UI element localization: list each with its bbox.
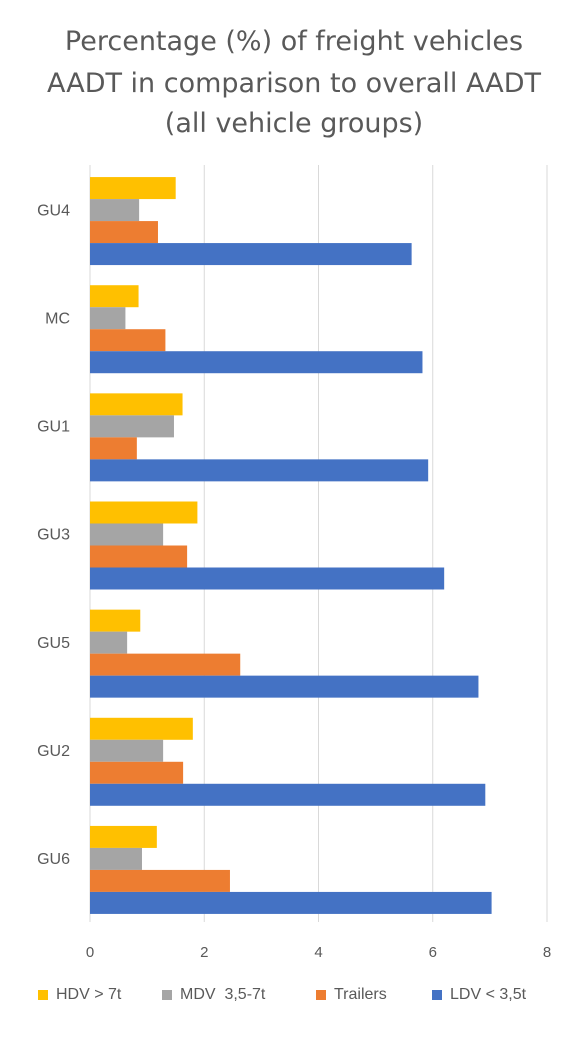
bar-mc-series-0	[90, 285, 139, 308]
bar-gu5-series-2	[90, 653, 241, 676]
legend-label-hdv: HDV > 7t	[56, 986, 122, 1003]
bar-gu2-series-0	[90, 717, 193, 740]
x-tick-label-3: 6	[429, 944, 437, 961]
chart-title-line-3: (all vehicle groups)	[164, 108, 424, 139]
legend-item-trailers: Trailers	[316, 986, 387, 1004]
bar-mc-series-2	[90, 329, 166, 352]
legend-swatch-ldv	[432, 990, 442, 1000]
legend-swatch-trailers	[316, 990, 326, 1000]
bar-gu3-series-3	[90, 567, 445, 590]
category-label-gu6: GU6	[37, 851, 70, 868]
bar-gu5-series-0	[90, 609, 141, 632]
category-label-gu5: GU5	[37, 635, 70, 652]
legend-label-mdv: MDV 3,5-7t	[180, 986, 266, 1003]
bar-gu6-series-3	[90, 891, 492, 914]
bar-gu2-series-3	[90, 783, 486, 806]
x-tick-label-1: 2	[200, 944, 208, 961]
bar-gu5-series-3	[90, 675, 479, 698]
bar-gu1-series-3	[90, 459, 429, 482]
legend-item-ldv: LDV < 3,5t	[432, 986, 526, 1004]
x-tick-label-4: 8	[543, 944, 551, 961]
legend-label-trailers: Trailers	[334, 986, 387, 1003]
legend-label-ldv: LDV < 3,5t	[450, 986, 527, 1003]
category-label-gu3: GU3	[37, 527, 70, 544]
category-label-gu4: GU4	[37, 202, 70, 219]
bar-gu4-series-2	[90, 221, 158, 244]
bar-gu4-series-0	[90, 177, 176, 200]
x-tick-label-2: 4	[314, 944, 322, 961]
bar-gu5-series-1	[90, 631, 128, 654]
bar-mc-series-3	[90, 351, 423, 374]
bar-gu1-series-1	[90, 415, 174, 438]
legend-item-mdv: MDV 3,5-7t	[162, 986, 265, 1004]
legend-swatch-hdv	[38, 990, 48, 1000]
category-label-gu2: GU2	[37, 743, 70, 760]
bar-gu4-series-1	[90, 199, 140, 222]
bar-gu3-series-2	[90, 545, 188, 568]
bar-mc-series-1	[90, 307, 126, 330]
bar-gu6-series-2	[90, 869, 230, 892]
x-tick-label-0: 0	[86, 944, 94, 961]
bar-gu6-series-0	[90, 825, 157, 848]
category-label-mc: MC	[45, 310, 70, 327]
bar-gu3-series-1	[90, 523, 164, 546]
chart-title-line-2: AADT in comparison to overall AADT	[47, 68, 541, 99]
bar-gu2-series-1	[90, 739, 164, 762]
legend: HDV > 7t MDV 3,5-7t Trailers LDV < 3,5t	[0, 986, 588, 1012]
legend-swatch-mdv	[162, 990, 172, 1000]
bar-gu1-series-0	[90, 393, 183, 416]
legend-item-hdv: HDV > 7t	[38, 986, 121, 1004]
bar-gu2-series-2	[90, 761, 184, 784]
plot-area: 0 2 4 6 8 GU4 MC GU1 GU3 GU5 GU2 GU6	[37, 165, 551, 961]
bar-gu1-series-2	[90, 437, 137, 460]
bar-gu6-series-1	[90, 847, 142, 870]
bar-gu4-series-3	[90, 243, 412, 266]
category-label-gu1: GU1	[37, 419, 70, 436]
bar-gu3-series-0	[90, 501, 198, 524]
chart-title-line-1: Percentage (%) of freight vehicles	[64, 26, 524, 57]
